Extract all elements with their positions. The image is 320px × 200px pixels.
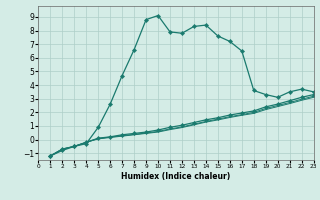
X-axis label: Humidex (Indice chaleur): Humidex (Indice chaleur) <box>121 172 231 181</box>
